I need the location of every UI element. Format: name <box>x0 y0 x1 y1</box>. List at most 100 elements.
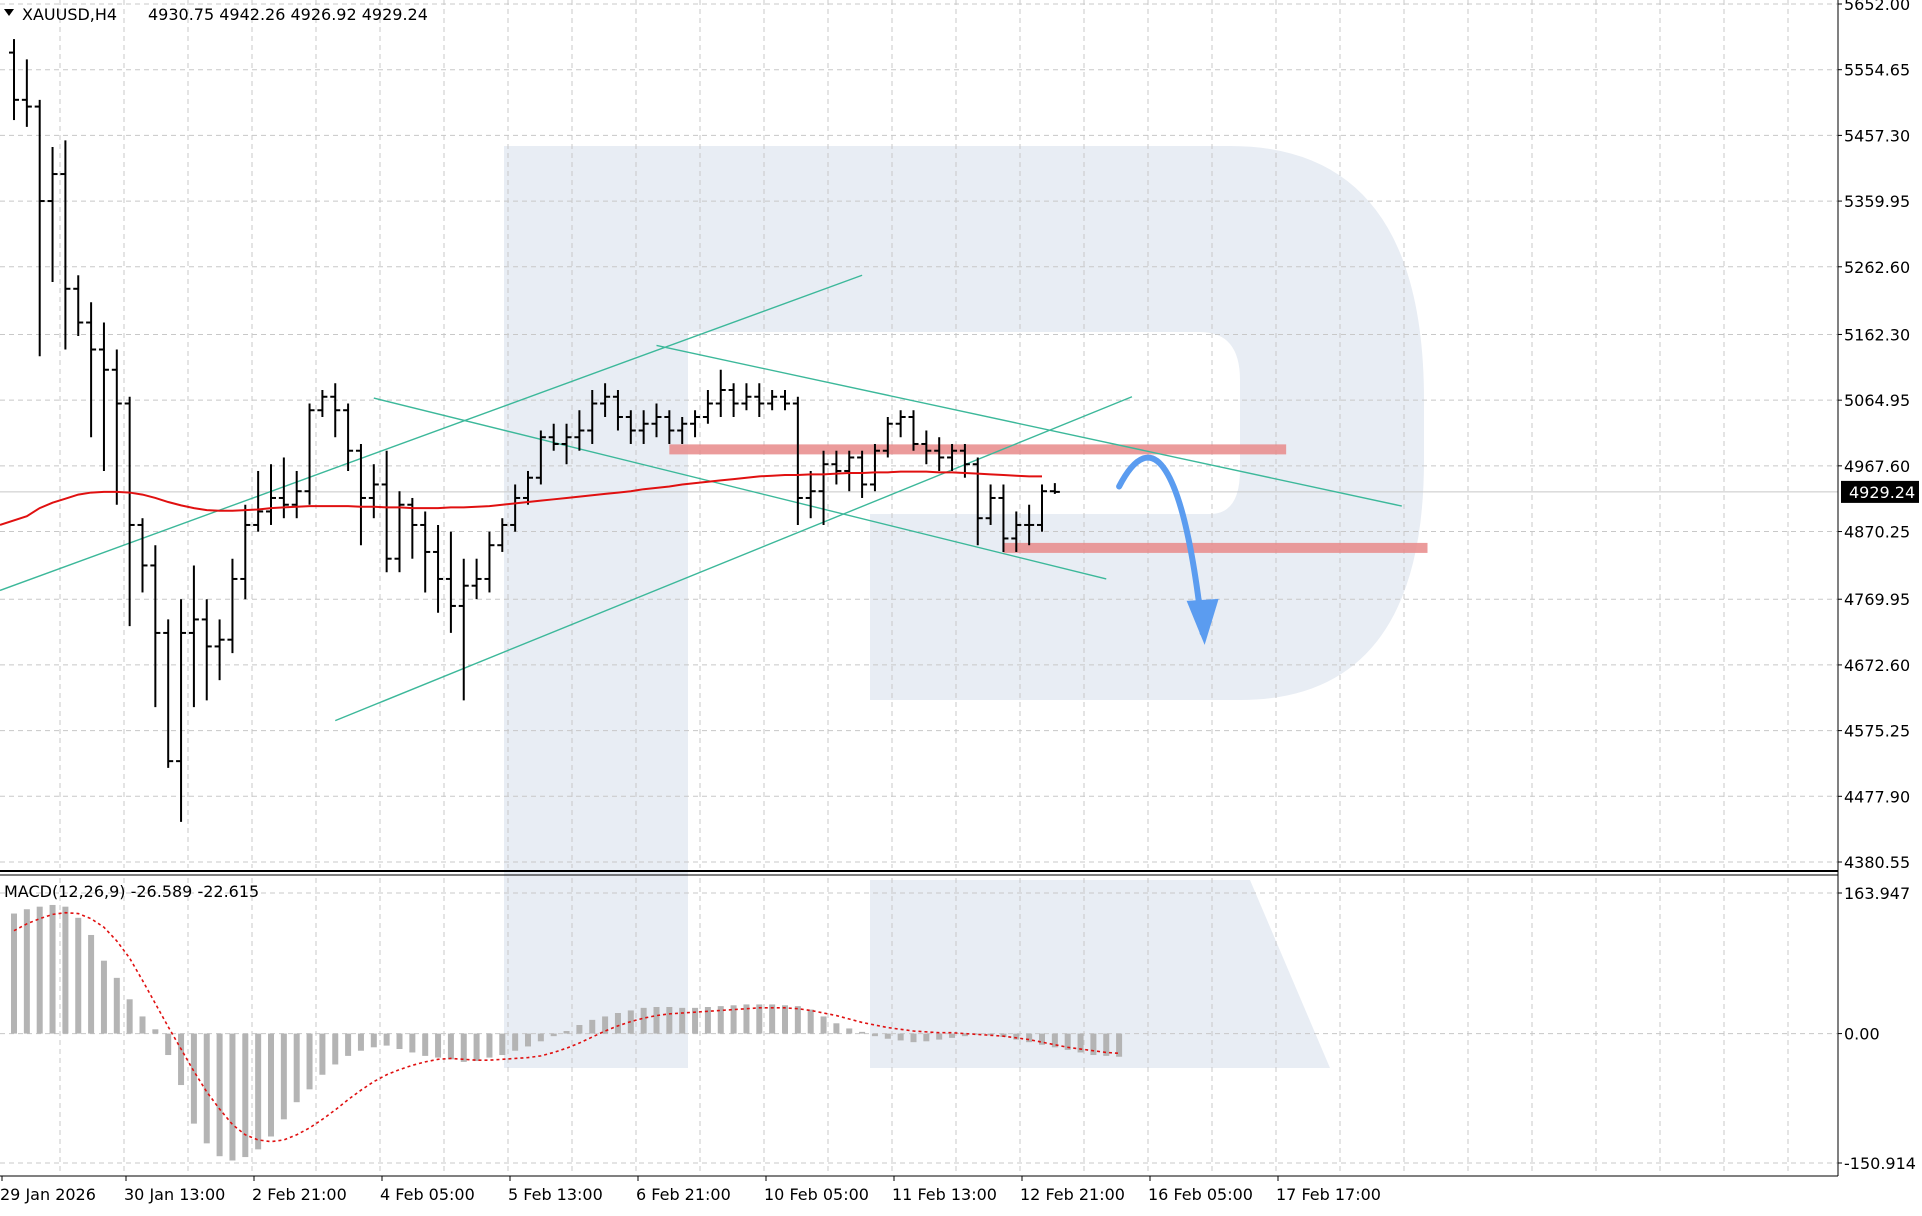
logo-watermark <box>504 146 1424 1068</box>
macd-histogram-bar <box>704 1007 711 1034</box>
time-tick-label: 4 Feb 05:00 <box>380 1185 475 1204</box>
ohlc-bar <box>497 518 508 552</box>
ohlc-bar <box>137 518 148 593</box>
macd-histogram-bar <box>602 1016 609 1034</box>
ohlc-bar <box>818 450 829 525</box>
ohlc-bar <box>381 450 392 573</box>
macd-histogram-bar <box>100 960 107 1034</box>
ohlc-bar <box>86 302 97 438</box>
macd-histogram-bar <box>987 1033 994 1036</box>
macd-histogram-bar <box>75 917 82 1034</box>
price-tick-label: 5262.60 <box>1844 258 1910 277</box>
macd-histogram-bar <box>23 909 30 1034</box>
macd-axis: 163.947 0.00 -150.914 <box>1838 884 1916 1173</box>
time-tick-label: 10 Feb 05:00 <box>764 1185 869 1204</box>
macd-histogram-bar <box>640 1007 647 1034</box>
ohlc-bar <box>625 410 636 444</box>
macd-histogram-bar <box>486 1033 493 1058</box>
macd-histogram-bar <box>113 977 120 1034</box>
trend-channels <box>0 274 1402 722</box>
ohlc-bar <box>1037 484 1047 532</box>
macd-histogram-bar <box>345 1033 352 1056</box>
macd-tick-label: 163.947 <box>1844 884 1910 903</box>
ohlc-bar <box>1011 511 1022 552</box>
ma-line <box>0 470 1042 526</box>
ohlc-bar <box>355 443 366 546</box>
ohlc-bar <box>150 545 161 708</box>
ohlc-bar <box>394 491 405 573</box>
price-tick-label: 5652.00 <box>1844 0 1910 14</box>
macd-histogram-bar <box>126 999 133 1034</box>
macd-histogram-bar <box>743 1004 750 1034</box>
ohlc-bar <box>664 410 675 444</box>
macd-histogram-bar <box>319 1033 326 1075</box>
macd-panel <box>11 904 1123 1161</box>
macd-histogram-bar <box>242 1033 249 1158</box>
ohlc-bar <box>34 99 45 357</box>
ohlc-bar <box>304 403 315 505</box>
macd-histogram-bar <box>216 1033 223 1157</box>
macd-histogram-bar <box>525 1033 531 1047</box>
macd-histogram-bar <box>473 1033 480 1062</box>
ohlc-bar <box>612 389 623 431</box>
ohlc-bar <box>947 443 958 471</box>
ohlc-bar <box>741 383 752 411</box>
arrow-head-icon <box>1186 598 1219 645</box>
macd-histogram-bar <box>717 1006 724 1034</box>
ohlc-bar <box>9 39 19 121</box>
ohlc-bar <box>728 383 739 417</box>
ohlc-bar <box>458 558 469 701</box>
symbol-label: XAUUSD,H4 <box>22 5 117 24</box>
channel-line <box>373 397 1107 580</box>
ohlc-bar <box>1024 504 1035 546</box>
ohlc-bar <box>857 450 868 498</box>
ohlc-bar <box>21 59 32 127</box>
macd-histogram-bar <box>229 1033 236 1161</box>
price-tick-label: 4380.55 <box>1844 853 1910 872</box>
macd-histogram-bar <box>1090 1033 1097 1056</box>
ohlc-bar <box>535 430 546 485</box>
macd-histogram-bar <box>268 1033 274 1137</box>
macd-histogram-bar <box>190 1033 197 1124</box>
macd-histogram-bar <box>203 1033 210 1144</box>
macd-histogram-bar <box>409 1033 416 1053</box>
macd-histogram-bar <box>730 1005 737 1034</box>
macd-histogram-bar <box>49 904 56 1034</box>
time-tick-label: 2 Feb 21:00 <box>252 1185 347 1204</box>
macd-histogram-bar <box>794 1006 801 1034</box>
ohlc-bar <box>510 484 521 532</box>
ohlc-bar <box>715 369 726 417</box>
macd-histogram-bar <box>910 1033 917 1043</box>
macd-histogram-bar <box>332 1033 339 1065</box>
macd-histogram-bar <box>447 1033 454 1060</box>
macd-histogram-bar <box>961 1033 968 1037</box>
ohlc-bar <box>574 410 585 451</box>
macd-histogram-bar <box>11 913 17 1034</box>
ohlc-bar <box>420 511 431 593</box>
time-tick-label: 16 Feb 05:00 <box>1148 1185 1253 1204</box>
macd-tick-label: -150.914 <box>1844 1154 1916 1173</box>
ohlc-bar <box>702 389 713 424</box>
macd-histogram-bar <box>576 1025 583 1034</box>
ohlc-bar <box>330 383 341 438</box>
macd-histogram-bar <box>383 1033 390 1046</box>
ohlc-bar <box>163 619 174 768</box>
macd-histogram-bar <box>1000 1033 1007 1038</box>
ohlc-bar <box>291 470 302 519</box>
macd-histogram-bar <box>1064 1033 1071 1050</box>
macd-histogram-bar <box>435 1033 442 1058</box>
dropdown-triangle-icon[interactable] <box>4 9 14 16</box>
ohlc-bar <box>638 410 649 444</box>
macd-histogram-bar <box>1116 1033 1123 1057</box>
macd-histogram-bar <box>460 1033 467 1062</box>
macd-histogram-bar <box>923 1033 930 1042</box>
time-tick-label: 29 Jan 2026 <box>0 1185 96 1204</box>
ohlc-bar <box>471 558 482 600</box>
macd-histogram-bar <box>859 1031 866 1034</box>
ohlc-label: 4930.75 4942.26 4926.92 4929.24 <box>148 5 428 24</box>
macd-histogram-bar <box>1013 1033 1020 1040</box>
level-band <box>1003 542 1428 553</box>
ohlc-bar <box>972 457 983 546</box>
ohlc-bar <box>831 450 842 485</box>
